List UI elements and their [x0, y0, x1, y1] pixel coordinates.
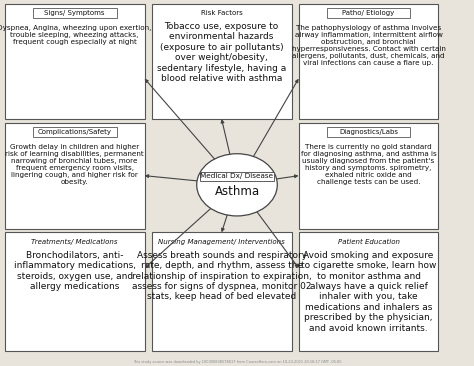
Text: Tobacco use, exposure to
environmental hazards
(exposure to air pollutants)
over: Tobacco use, exposure to environmental h… — [157, 22, 286, 83]
FancyBboxPatch shape — [33, 127, 117, 137]
Text: Medical Dx/ Disease: Medical Dx/ Disease — [201, 173, 273, 179]
Text: Diagnostics/Labs: Diagnostics/Labs — [339, 129, 398, 135]
FancyBboxPatch shape — [327, 8, 410, 18]
FancyBboxPatch shape — [299, 123, 438, 229]
Text: Treatments/ Medications: Treatments/ Medications — [31, 239, 118, 245]
FancyBboxPatch shape — [299, 4, 438, 119]
FancyBboxPatch shape — [5, 232, 145, 351]
FancyBboxPatch shape — [5, 4, 145, 119]
FancyBboxPatch shape — [5, 123, 145, 229]
Text: Bronchodilators, anti-
inflammatory medications,
steroids, oxygen use, and
aller: Bronchodilators, anti- inflammatory medi… — [14, 251, 136, 291]
Text: Nursing Management/ Interventions: Nursing Management/ Interventions — [158, 239, 285, 245]
Text: There is currently no gold standard
for diagnosing asthma, and asthma is
usually: There is currently no gold standard for … — [301, 144, 437, 185]
FancyBboxPatch shape — [299, 232, 438, 351]
Text: Assess breath sounds and respiratory
rate, depth, and rhythm, assess the
relatio: Assess breath sounds and respiratory rat… — [132, 251, 311, 301]
Text: Asthma: Asthma — [214, 185, 260, 198]
Text: Dyspnea, Angina, wheezing upon exertion,
trouble sleeping, wheezing attacks,
fre: Dyspnea, Angina, wheezing upon exertion,… — [0, 25, 152, 45]
FancyBboxPatch shape — [152, 4, 292, 119]
Text: Avoid smoking and exposure
to cigarette smoke, learn how
to monitor asthma and
a: Avoid smoking and exposure to cigarette … — [301, 251, 436, 332]
Text: This study
resource was
shared via
CourseHero.com: This study resource was shared via Cours… — [171, 241, 228, 286]
Text: Risk Factors: Risk Factors — [201, 10, 243, 16]
Text: Patho/ Etiology: Patho/ Etiology — [342, 10, 395, 16]
Text: Patient Education: Patient Education — [337, 239, 400, 245]
Text: This study source was downloaded by 100000838578617 from CourseHero.com on 10-23: This study source was downloaded by 1000… — [133, 360, 341, 364]
Text: The pathophysiology of asthma involves
airway inflammation, intermittent airflow: The pathophysiology of asthma involves a… — [292, 25, 446, 66]
Text: Growth delay in children and higher
risk of learning disabilities, permanent
nar: Growth delay in children and higher risk… — [5, 144, 144, 185]
Text: Signs/ Symptoms: Signs/ Symptoms — [45, 10, 105, 16]
FancyBboxPatch shape — [152, 232, 292, 351]
Circle shape — [197, 154, 277, 216]
FancyBboxPatch shape — [33, 8, 117, 18]
FancyBboxPatch shape — [327, 127, 410, 137]
FancyBboxPatch shape — [200, 172, 274, 181]
Text: Complications/Safety: Complications/Safety — [37, 129, 112, 135]
